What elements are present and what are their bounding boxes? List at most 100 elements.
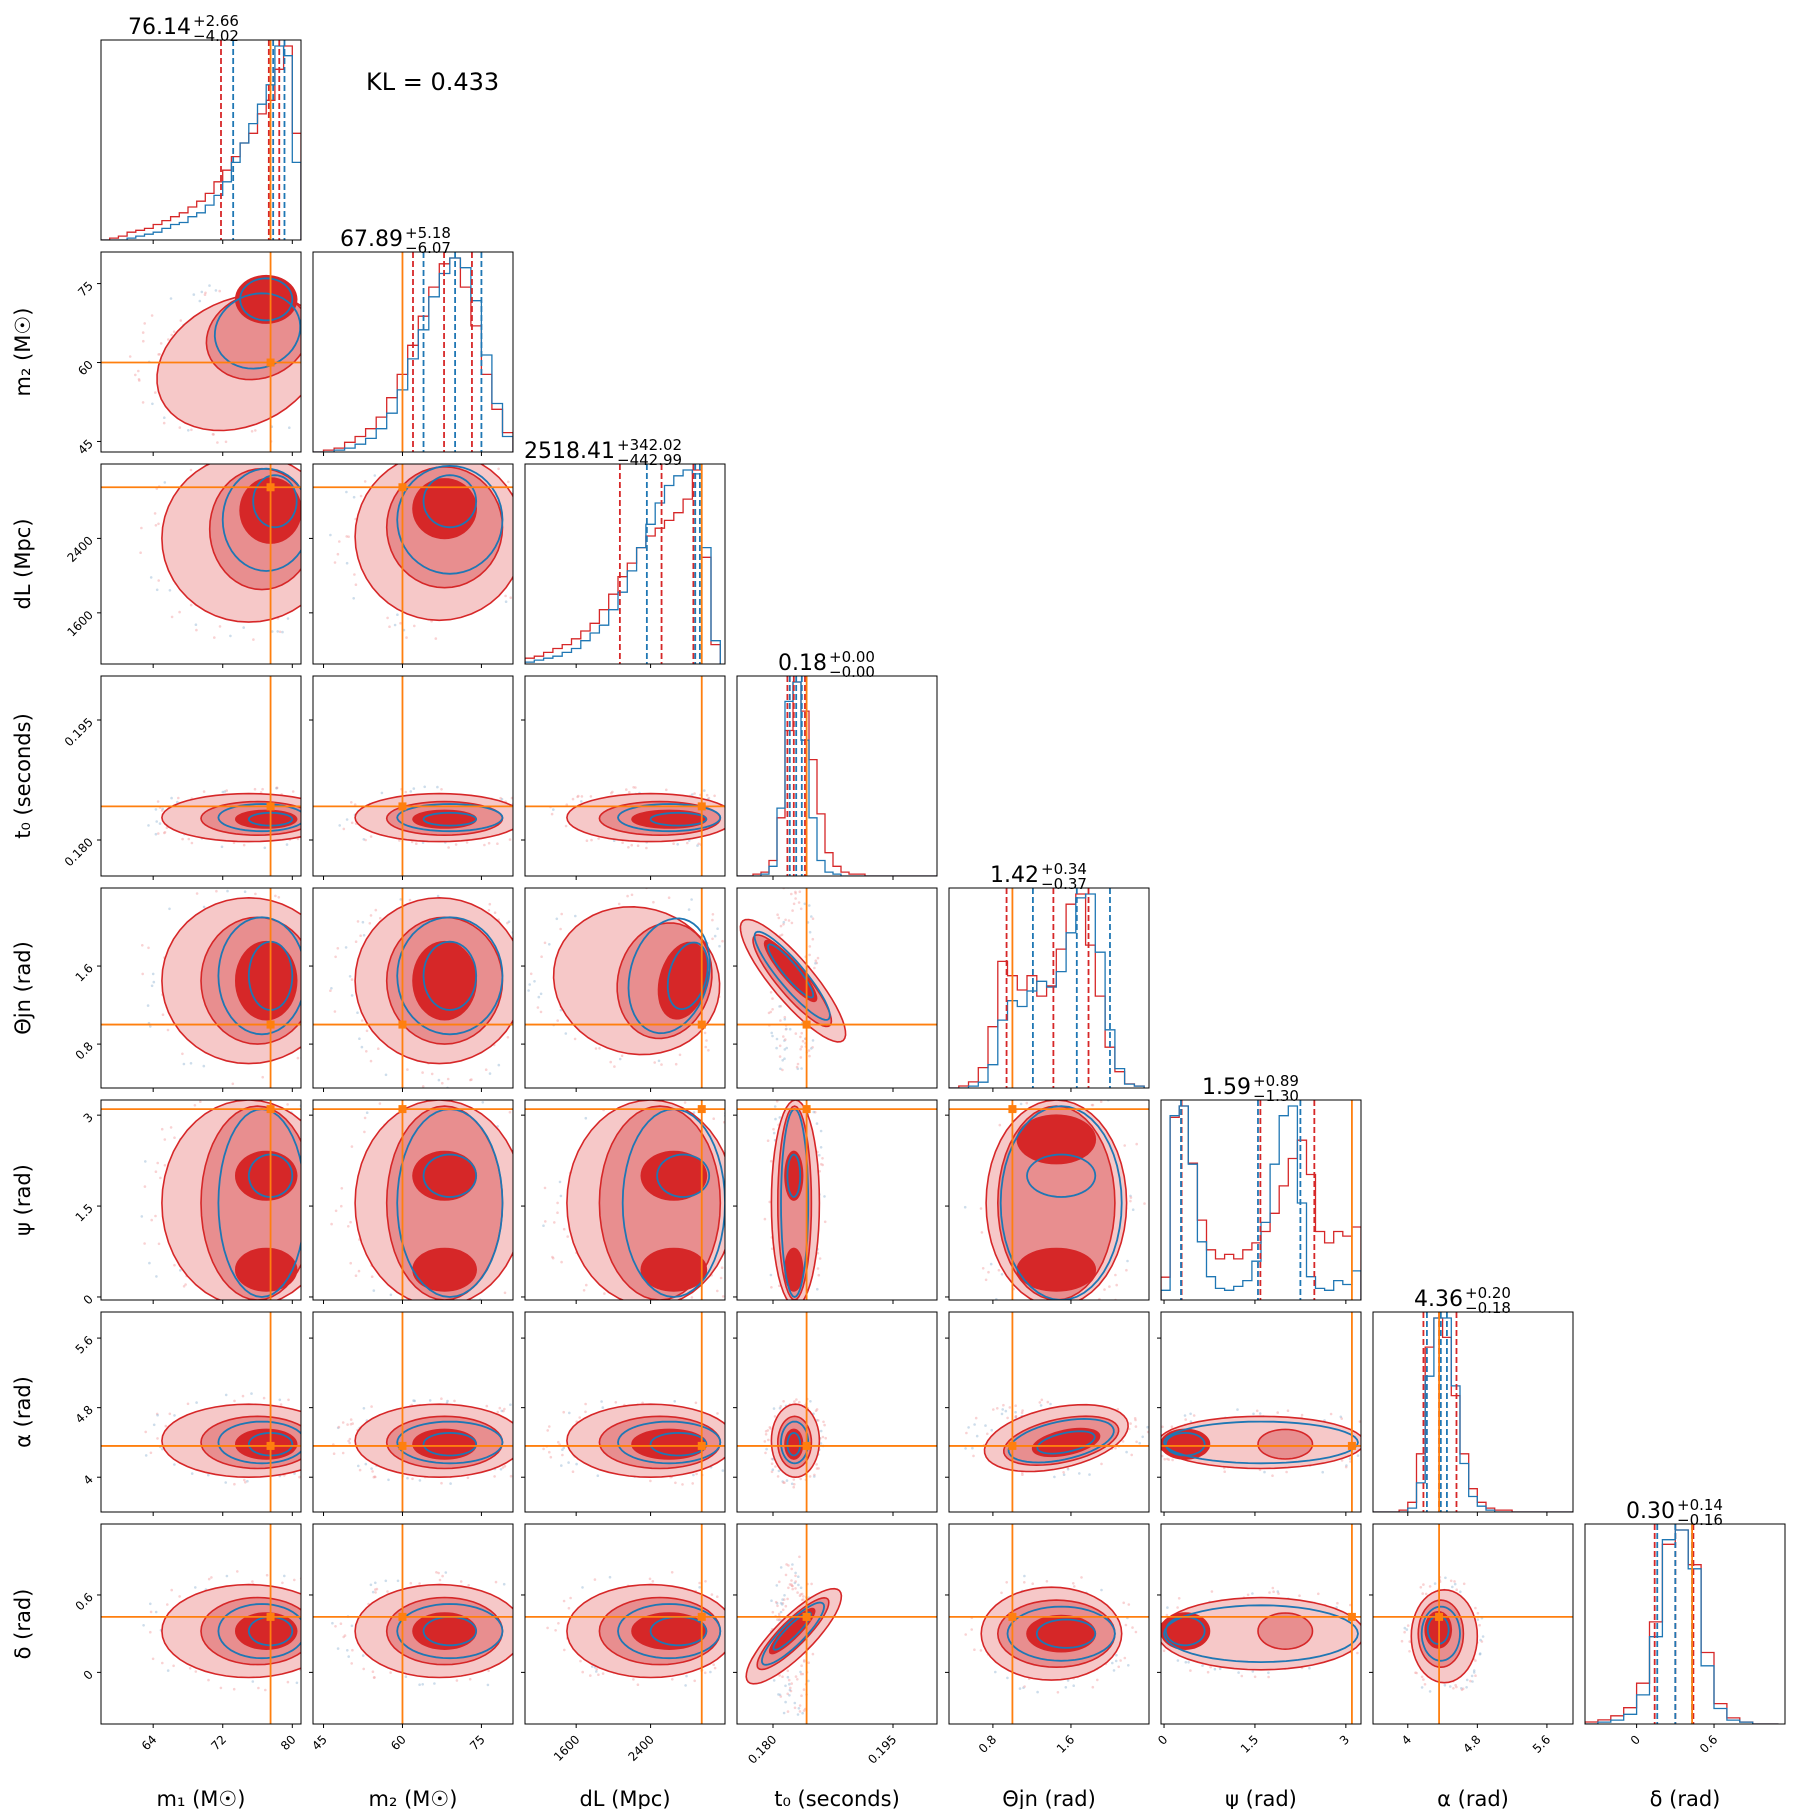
sample-point <box>152 980 156 984</box>
sample-point <box>1099 1100 1103 1103</box>
sample-point <box>1433 1582 1437 1585</box>
sample-point <box>251 1680 255 1683</box>
sample-point <box>1115 1653 1118 1657</box>
sample-point <box>530 822 533 825</box>
marginal-title-median: 0.18 <box>778 651 827 676</box>
sample-point <box>1146 1430 1149 1434</box>
sample-point <box>149 1630 152 1634</box>
sample-point <box>459 1580 463 1583</box>
sample-point <box>192 293 196 296</box>
sample-point <box>1000 1591 1003 1595</box>
sample-point <box>790 1567 793 1571</box>
sample-point <box>1340 1459 1344 1462</box>
sample-point <box>1014 1410 1017 1414</box>
sample-point <box>438 1578 442 1582</box>
sample-point <box>350 1662 354 1665</box>
sample-point <box>992 1408 995 1411</box>
sample-point <box>810 1315 813 1318</box>
sample-point <box>514 913 517 916</box>
sample-point <box>1143 1452 1146 1455</box>
sample-point <box>726 797 729 800</box>
sample-point <box>634 786 637 789</box>
sample-point <box>224 440 228 444</box>
sample-point <box>418 1683 421 1686</box>
sample-point <box>496 1091 499 1094</box>
sample-point <box>1017 1307 1020 1310</box>
panel-frame <box>736 675 938 877</box>
sample-point <box>788 1583 792 1586</box>
contour-model-b <box>422 474 478 529</box>
sample-point <box>1428 1690 1432 1693</box>
sample-point <box>1378 1457 1381 1460</box>
sample-point <box>1251 1670 1255 1673</box>
sample-point <box>534 1249 537 1252</box>
sample-point <box>349 1422 353 1426</box>
sample-point <box>338 540 341 543</box>
panel-frame <box>948 887 1150 1089</box>
sample-point <box>582 1289 586 1292</box>
sample-point <box>593 1578 597 1581</box>
sample-point <box>317 1421 320 1424</box>
sample-point <box>815 1467 819 1470</box>
sample-point <box>684 1307 687 1310</box>
sample-point <box>1428 1585 1432 1588</box>
sample-point <box>707 1049 710 1052</box>
sample-point <box>499 796 502 800</box>
sample-point <box>745 1604 748 1607</box>
sample-point <box>173 1414 176 1417</box>
sample-point <box>331 816 334 819</box>
sample-point <box>792 902 796 906</box>
sample-point <box>167 338 170 341</box>
sample-point <box>150 314 154 317</box>
sample-point <box>973 1423 976 1426</box>
sample-point <box>729 1619 732 1622</box>
sample-point <box>347 535 350 538</box>
sample-point <box>1134 1630 1138 1634</box>
sample-point <box>1454 1683 1457 1687</box>
sample-point <box>342 809 345 812</box>
sample-point <box>767 1438 770 1442</box>
sample-point <box>304 905 307 908</box>
sample-point <box>362 838 366 841</box>
sample-point <box>553 1221 556 1224</box>
sample-point <box>741 999 744 1002</box>
sample-point <box>970 1628 973 1631</box>
sample-point <box>815 1408 819 1411</box>
sample-point <box>785 1319 788 1322</box>
truth-marker <box>697 1020 706 1029</box>
sample-point <box>1336 1601 1339 1605</box>
sample-point <box>379 916 382 920</box>
x-tick-label: 0.195 <box>865 1732 899 1766</box>
panel-t0-vs-dL <box>525 676 729 876</box>
sample-point <box>330 1183 333 1186</box>
contour-model-a <box>234 1150 298 1201</box>
sample-point <box>1005 1094 1008 1097</box>
panel-frame <box>948 1523 1150 1725</box>
sample-point <box>793 1305 796 1308</box>
sample-point <box>1236 1408 1239 1411</box>
sample-point <box>704 1045 707 1049</box>
sample-point <box>1146 1425 1149 1429</box>
sample-point <box>770 1470 774 1474</box>
contour-model-b <box>1420 1605 1461 1662</box>
sample-point <box>310 1624 313 1627</box>
sample-point <box>285 843 289 846</box>
sample-point <box>1453 1580 1456 1583</box>
sample-point <box>320 943 323 946</box>
sample-point <box>186 1402 190 1406</box>
sample-point <box>189 603 193 607</box>
sample-point <box>792 1097 795 1100</box>
sample-point <box>528 1274 531 1277</box>
sample-point <box>791 1587 794 1591</box>
sample-point <box>526 1271 529 1274</box>
sample-point <box>306 1097 309 1100</box>
sample-point <box>421 1085 425 1088</box>
sample-point <box>304 993 307 996</box>
sample-point <box>437 1078 441 1082</box>
sample-point <box>517 1665 520 1668</box>
sample-point <box>309 303 312 306</box>
sample-point <box>996 1407 999 1410</box>
sample-point <box>497 467 500 471</box>
sample-point <box>1073 1585 1076 1588</box>
sample-point <box>172 330 176 334</box>
